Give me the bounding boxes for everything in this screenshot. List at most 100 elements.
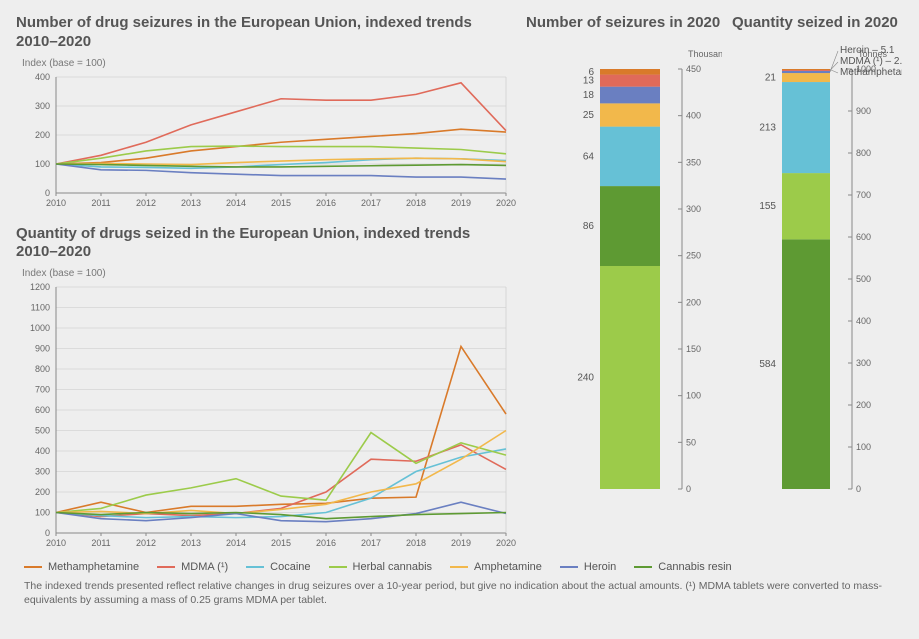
legend-label: Herbal cannabis	[353, 561, 433, 573]
svg-text:300: 300	[686, 204, 701, 214]
svg-text:213: 213	[759, 122, 776, 133]
svg-text:240: 240	[577, 372, 594, 383]
legend-label: Cocaine	[270, 561, 310, 573]
svg-text:2018: 2018	[406, 198, 426, 208]
right-column: Quantity seized in 2020 Tonnes0100200300…	[732, 14, 902, 551]
svg-text:0: 0	[856, 484, 861, 494]
bar-quantity: Tonnes0100200300400500600700800900100058…	[732, 39, 902, 499]
left-column: Number of drug seizures in the European …	[16, 14, 516, 551]
svg-text:2011: 2011	[91, 198, 110, 208]
chart-number-index-label: Index (base = 100)	[22, 58, 516, 69]
chart-number: 0100200300400201020112012201320142015201…	[16, 71, 516, 211]
svg-text:2018: 2018	[406, 538, 426, 548]
svg-text:2010: 2010	[46, 198, 66, 208]
svg-text:0: 0	[686, 484, 691, 494]
legend: Methamphetamine MDMA (¹) Cocaine Herbal can…	[24, 561, 903, 573]
svg-text:2014: 2014	[226, 538, 246, 548]
bar-seizures-title: Number of seizures in 2020	[526, 14, 722, 33]
svg-text:100: 100	[35, 159, 50, 169]
svg-text:100: 100	[856, 442, 871, 452]
svg-text:2017: 2017	[361, 198, 381, 208]
footnote: The indexed trends presented reflect rel…	[24, 579, 895, 607]
svg-text:1200: 1200	[30, 282, 50, 292]
legend-item-cannabis_resin: Cannabis resin	[634, 561, 731, 573]
svg-text:200: 200	[35, 487, 50, 497]
svg-text:500: 500	[35, 426, 50, 436]
svg-text:1000: 1000	[30, 323, 50, 333]
svg-text:400: 400	[35, 446, 50, 456]
svg-text:0: 0	[45, 188, 50, 198]
svg-text:86: 86	[583, 221, 595, 232]
chart-quantity-title: Quantity of drugs seized in the European…	[16, 225, 516, 263]
legend-label: Heroin	[584, 561, 616, 573]
svg-text:300: 300	[35, 101, 50, 111]
svg-text:900: 900	[856, 106, 871, 116]
svg-text:2011: 2011	[91, 538, 110, 548]
svg-text:300: 300	[856, 358, 871, 368]
svg-text:200: 200	[686, 297, 701, 307]
legend-swatch-icon	[157, 566, 175, 568]
svg-text:584: 584	[759, 359, 776, 370]
svg-text:250: 250	[686, 250, 701, 260]
svg-text:2020: 2020	[496, 538, 516, 548]
svg-text:150: 150	[686, 344, 701, 354]
svg-text:200: 200	[35, 130, 50, 140]
legend-item-methamphetamine: Methamphetamine	[24, 561, 139, 573]
svg-text:500: 500	[856, 274, 871, 284]
svg-text:2014: 2014	[226, 198, 246, 208]
chart-quantity: 0100200300400500600700800900100011001200…	[16, 281, 516, 551]
svg-text:2016: 2016	[316, 538, 336, 548]
svg-text:2017: 2017	[361, 538, 381, 548]
legend-label: Methamphetamine	[48, 561, 139, 573]
svg-text:600: 600	[35, 405, 50, 415]
svg-text:50: 50	[686, 437, 696, 447]
svg-text:6: 6	[588, 67, 594, 78]
svg-text:2015: 2015	[271, 538, 291, 548]
svg-text:400: 400	[856, 316, 871, 326]
svg-text:2013: 2013	[181, 198, 201, 208]
legend-item-amphetamine: Amphetamine	[450, 561, 542, 573]
legend-label: Cannabis resin	[658, 561, 731, 573]
svg-text:Heroin – 5.1: Heroin – 5.1	[840, 45, 895, 56]
legend-swatch-icon	[246, 566, 264, 568]
bar-seizures: Thousands0501001502002503003504004502408…	[526, 39, 722, 499]
svg-text:21: 21	[765, 72, 777, 83]
legend-label: Amphetamine	[474, 561, 542, 573]
svg-text:2012: 2012	[136, 538, 156, 548]
chart-number-title: Number of drug seizures in the European …	[16, 14, 516, 52]
svg-text:400: 400	[35, 72, 50, 82]
svg-text:2010: 2010	[46, 538, 66, 548]
svg-text:0: 0	[45, 528, 50, 538]
svg-text:200: 200	[856, 400, 871, 410]
svg-text:155: 155	[759, 201, 776, 212]
svg-text:2019: 2019	[451, 198, 471, 208]
legend-swatch-icon	[24, 566, 42, 568]
legend-swatch-icon	[450, 566, 468, 568]
svg-text:700: 700	[35, 385, 50, 395]
legend-swatch-icon	[560, 566, 578, 568]
legend-swatch-icon	[329, 566, 347, 568]
svg-text:800: 800	[35, 364, 50, 374]
svg-text:Methamphetamine – 2.2: Methamphetamine – 2.2	[840, 67, 902, 78]
mid-column: Number of seizures in 2020 Thousands 0 50 1…	[526, 14, 722, 551]
svg-text:2012: 2012	[136, 198, 156, 208]
svg-text:300: 300	[35, 467, 50, 477]
legend-item-mdma: MDMA (¹)	[157, 561, 228, 573]
svg-text:700: 700	[856, 190, 871, 200]
svg-text:18: 18	[583, 90, 595, 101]
svg-text:2020: 2020	[496, 198, 516, 208]
svg-text:2013: 2013	[181, 538, 201, 548]
legend-item-cocaine: Cocaine	[246, 561, 310, 573]
chart-quantity-index-label: Index (base = 100)	[22, 268, 516, 279]
legend-swatch-icon	[634, 566, 652, 568]
svg-text:600: 600	[856, 232, 871, 242]
svg-text:800: 800	[856, 148, 871, 158]
svg-text:Thousands: Thousands	[688, 49, 722, 59]
svg-text:1100: 1100	[31, 303, 50, 313]
svg-text:400: 400	[686, 110, 701, 120]
svg-text:100: 100	[686, 390, 701, 400]
svg-text:2019: 2019	[451, 538, 471, 548]
legend-item-heroin: Heroin	[560, 561, 616, 573]
svg-text:25: 25	[583, 110, 595, 121]
svg-text:2016: 2016	[316, 198, 336, 208]
